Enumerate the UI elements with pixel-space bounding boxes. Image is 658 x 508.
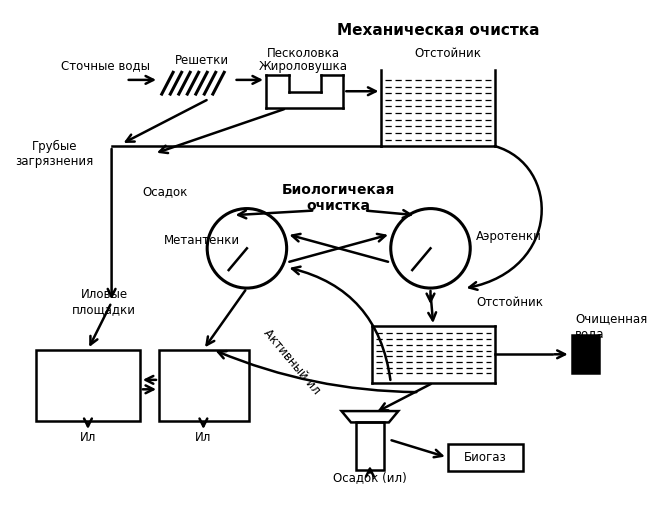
Text: Биологичекая
очистка: Биологичекая очистка — [282, 183, 395, 213]
Text: Песколовка: Песколовка — [267, 47, 340, 60]
Text: Осадок (ил): Осадок (ил) — [333, 471, 407, 484]
Bar — [447, 444, 523, 471]
Text: Метантенки: Метантенки — [164, 234, 240, 247]
FancyArrowPatch shape — [469, 146, 542, 290]
Text: Осадок: Осадок — [143, 185, 188, 198]
Text: Ил: Ил — [195, 431, 212, 444]
Text: Активный ил: Активный ил — [261, 327, 322, 397]
Text: Решетки: Решетки — [174, 54, 228, 68]
Text: Аэротенки: Аэротенки — [476, 230, 542, 242]
Text: Иловые
площадки: Иловые площадки — [72, 288, 136, 316]
Text: Отстойник: Отстойник — [476, 296, 543, 309]
Text: Жироловушка: Жироловушка — [259, 60, 348, 73]
Bar — [356, 423, 384, 470]
Text: Биогаз: Биогаз — [464, 451, 507, 464]
Bar — [36, 350, 140, 421]
Text: Ил: Ил — [80, 431, 96, 444]
Text: Грубые
загрязнения: Грубые загрязнения — [16, 140, 94, 168]
Text: Сточные воды: Сточные воды — [61, 59, 151, 72]
Bar — [159, 350, 249, 421]
Text: Отстойник: Отстойник — [414, 47, 481, 60]
Polygon shape — [342, 411, 398, 423]
Text: Механическая очистка: Механическая очистка — [337, 23, 540, 38]
Text: Очищенная
вода: Очищенная вода — [575, 312, 647, 340]
Bar — [572, 335, 599, 373]
